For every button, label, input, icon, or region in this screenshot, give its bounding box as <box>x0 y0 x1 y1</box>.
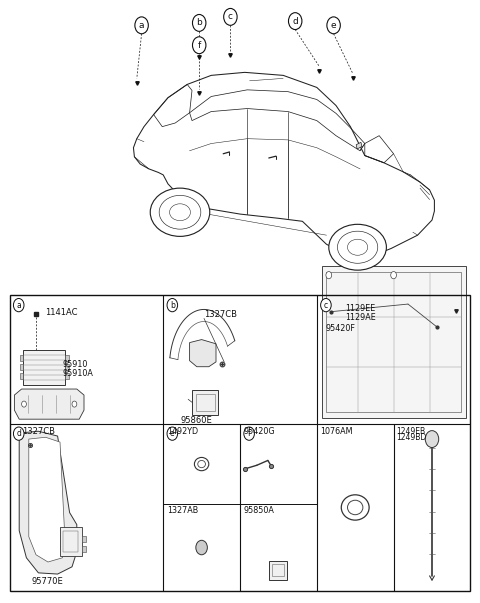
Bar <box>23 350 65 385</box>
Circle shape <box>321 298 331 312</box>
Ellipse shape <box>150 188 210 236</box>
Circle shape <box>13 298 24 312</box>
Text: 1327CB: 1327CB <box>22 427 55 436</box>
Circle shape <box>244 427 254 440</box>
Circle shape <box>196 540 207 555</box>
Text: f: f <box>248 429 251 438</box>
Circle shape <box>326 271 332 279</box>
Ellipse shape <box>341 495 369 520</box>
Text: c: c <box>228 13 233 21</box>
Circle shape <box>72 401 77 407</box>
Text: 95420G: 95420G <box>244 427 276 436</box>
Bar <box>82 535 86 541</box>
Ellipse shape <box>329 224 386 270</box>
Bar <box>82 546 86 552</box>
Text: d: d <box>16 429 21 438</box>
Text: 1249EB: 1249EB <box>396 427 425 436</box>
Text: d: d <box>292 17 298 25</box>
Circle shape <box>192 37 206 54</box>
Text: 95770E: 95770E <box>31 578 63 586</box>
Bar <box>65 364 69 370</box>
Text: 1249BD: 1249BD <box>396 434 426 443</box>
Circle shape <box>224 8 237 25</box>
Circle shape <box>13 427 24 440</box>
Polygon shape <box>19 431 77 574</box>
Text: 1327CB: 1327CB <box>204 311 237 319</box>
Polygon shape <box>29 437 65 562</box>
Text: 95860E: 95860E <box>181 417 213 426</box>
Bar <box>192 390 218 415</box>
Circle shape <box>135 17 148 34</box>
Bar <box>269 561 287 580</box>
Ellipse shape <box>348 239 368 255</box>
Ellipse shape <box>194 458 209 471</box>
Ellipse shape <box>159 195 201 229</box>
Circle shape <box>425 431 439 447</box>
Bar <box>20 364 23 370</box>
Text: f: f <box>198 41 201 49</box>
Bar <box>60 527 82 556</box>
Circle shape <box>288 13 302 30</box>
Text: 1076AM: 1076AM <box>321 427 353 436</box>
Text: c: c <box>324 301 328 309</box>
Bar <box>65 373 69 379</box>
Circle shape <box>167 427 178 440</box>
Bar <box>10 295 470 591</box>
Bar <box>20 373 23 379</box>
Text: 1492YD: 1492YD <box>167 427 198 436</box>
Text: b: b <box>196 19 202 27</box>
Polygon shape <box>190 339 216 367</box>
Circle shape <box>22 401 26 407</box>
Bar <box>322 266 466 418</box>
Bar <box>272 564 284 576</box>
Text: 1129AE: 1129AE <box>346 313 376 321</box>
Bar <box>63 531 78 552</box>
Text: 1141AC: 1141AC <box>45 308 77 317</box>
Text: 95910A: 95910A <box>62 370 93 379</box>
Bar <box>196 394 215 411</box>
Text: 95910: 95910 <box>62 361 88 370</box>
Text: 95850A: 95850A <box>244 506 275 515</box>
Text: a: a <box>139 21 144 30</box>
Circle shape <box>192 14 206 31</box>
Circle shape <box>391 271 396 279</box>
Ellipse shape <box>348 500 363 515</box>
Text: a: a <box>16 301 21 309</box>
Text: e: e <box>170 429 175 438</box>
Ellipse shape <box>198 461 205 468</box>
Circle shape <box>167 298 178 312</box>
Text: 1129EE: 1129EE <box>346 305 376 313</box>
Circle shape <box>327 17 340 34</box>
Ellipse shape <box>337 231 378 264</box>
Text: 1327AB: 1327AB <box>167 506 198 515</box>
Bar <box>326 272 461 412</box>
Bar <box>20 355 23 361</box>
Text: e: e <box>331 21 336 30</box>
Bar <box>65 355 69 361</box>
Polygon shape <box>356 142 362 149</box>
Text: b: b <box>170 301 175 309</box>
Ellipse shape <box>169 204 191 221</box>
Text: 95420F: 95420F <box>325 324 355 333</box>
Polygon shape <box>14 389 84 419</box>
